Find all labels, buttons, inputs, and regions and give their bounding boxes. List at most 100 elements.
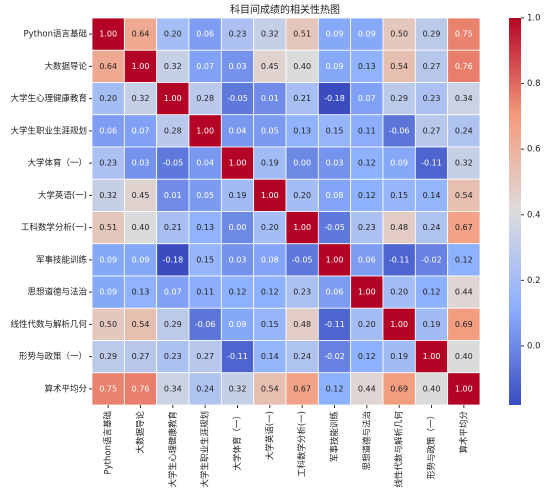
heatmap-cell: [253, 372, 287, 406]
cell-label: 0.06: [358, 255, 376, 264]
heatmap-cell: [253, 146, 287, 180]
heatmap-cell: [156, 146, 190, 180]
y-tick-label: 大学英语(一): [38, 190, 87, 201]
cell-label: 1.00: [293, 223, 311, 232]
cell-label: 0.19: [261, 159, 279, 168]
cell-label: 0.11: [358, 126, 376, 135]
cell-label: 0.54: [455, 191, 473, 200]
cell-label: 0.21: [293, 94, 311, 103]
cell-label: 0.50: [99, 320, 117, 329]
x-tick-label: 算术平均分: [458, 411, 469, 454]
cell-label: 0.07: [132, 126, 150, 135]
cell-label: 0.27: [423, 126, 441, 135]
heatmap-cell: [91, 211, 125, 245]
cell-label: -0.11: [227, 352, 248, 361]
cell-label: 0.15: [261, 320, 279, 329]
cell-label: -0.18: [324, 94, 345, 103]
cell-label: 0.20: [99, 94, 117, 103]
cell-label: 0.03: [229, 255, 247, 264]
y-tick-label: 大学生职业生涯规划: [10, 125, 87, 136]
cell-label: 0.54: [132, 320, 150, 329]
cell-label: 1.00: [99, 30, 117, 39]
cell-label: 0.20: [293, 191, 311, 200]
cell-label: 0.27: [132, 352, 150, 361]
heatmap-cell: [285, 82, 319, 116]
cell-label: 0.00: [293, 159, 311, 168]
heatmap-cell: [123, 275, 158, 309]
heatmap-cell: [447, 372, 481, 406]
heatmap-cell: [253, 275, 287, 309]
heatmap-cell: [188, 275, 222, 309]
heatmap-cell: [447, 307, 481, 341]
cell-label: 0.32: [229, 384, 247, 393]
cell-label: 0.32: [261, 30, 279, 39]
cell-label: 0.05: [261, 126, 279, 135]
heatmap-cell: [285, 49, 319, 83]
cell-label: 0.40: [423, 384, 441, 393]
heatmap-cell: [350, 340, 384, 374]
cell-label: -0.18: [162, 255, 183, 264]
heatmap-cell: [123, 372, 158, 406]
heatmap-cell: [123, 17, 158, 51]
heatmap-cell: [414, 114, 449, 148]
cell-label: 0.09: [326, 62, 344, 71]
cell-label: 0.28: [196, 94, 214, 103]
cell-label: 0.51: [293, 30, 311, 39]
heatmap-cell: [382, 372, 416, 406]
cell-label: 0.32: [99, 191, 117, 200]
cell-label: 0.29: [164, 320, 182, 329]
heatmap-cell: [156, 275, 190, 309]
cell-label: 1.00: [261, 191, 279, 200]
cell-label: 0.23: [358, 223, 376, 232]
heatmap-cell: [285, 275, 319, 309]
cell-label: 0.12: [358, 159, 376, 168]
heatmap-cell: [317, 49, 352, 83]
heatmap-cell: [414, 211, 449, 245]
cell-label: 0.12: [358, 191, 376, 200]
heatmap-cell: [220, 49, 255, 83]
cell-label: 0.40: [293, 62, 311, 71]
x-tick-label: 大数据导论: [135, 411, 146, 454]
cell-label: 0.15: [390, 191, 408, 200]
heatmap-cell: [220, 82, 255, 116]
cell-label: 0.11: [196, 288, 214, 297]
cell-label: 0.09: [99, 288, 117, 297]
cell-label: 0.40: [132, 223, 150, 232]
cell-label: 0.69: [455, 320, 473, 329]
cell-label: -0.05: [292, 255, 313, 264]
cell-label: 0.03: [229, 62, 247, 71]
cell-label: 0.75: [99, 384, 117, 393]
heatmap-cell: [447, 275, 481, 309]
cell-label: 0.28: [164, 126, 182, 135]
heatmap-cell: [156, 211, 190, 245]
cell-label: 0.44: [358, 384, 376, 393]
y-tick-label: 算术平均分: [44, 383, 87, 394]
cell-label: 1.00: [164, 94, 182, 103]
heatmap-cell: [350, 114, 384, 148]
cell-label: 0.08: [326, 191, 344, 200]
cell-label: 0.76: [455, 62, 473, 71]
cell-label: 0.54: [261, 384, 279, 393]
cell-label: 0.23: [423, 94, 441, 103]
y-tick-label: 工科数学分析(一): [21, 222, 87, 233]
cell-label: 0.12: [358, 352, 376, 361]
heatmap-cell: [253, 340, 287, 374]
heatmap-cell: [414, 49, 449, 83]
cell-label: 0.09: [390, 159, 408, 168]
colorbar-tick-label: 0.6: [527, 145, 541, 155]
cell-label: -0.05: [162, 159, 183, 168]
cell-label: -0.11: [421, 159, 442, 168]
heatmap-cell: [188, 178, 222, 212]
heatmap-cell: [188, 307, 222, 341]
colorbar-tick-label: 1.0: [527, 14, 541, 24]
cell-label: 0.14: [261, 352, 279, 361]
x-tick-label: 大学英语(一): [264, 411, 275, 460]
cell-label: 1.00: [229, 159, 247, 168]
cell-label: 0.51: [99, 223, 117, 232]
cell-label: 0.20: [164, 30, 182, 39]
colorbar: [509, 18, 521, 405]
heatmap-cell: [253, 178, 287, 212]
cell-label: 0.64: [99, 62, 117, 71]
heatmap-cell: [414, 275, 449, 309]
heatmap-cell: [188, 82, 222, 116]
